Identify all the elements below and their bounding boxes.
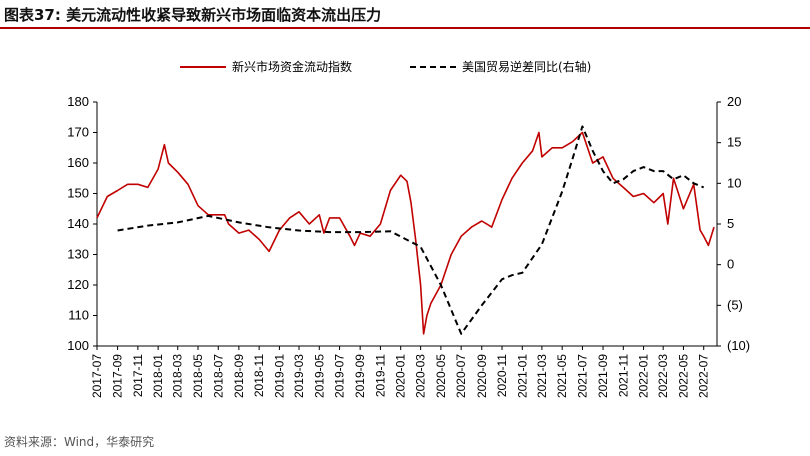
x-tick-label: 2018-09 (232, 354, 246, 398)
source-note: 资料来源：Wind，华泰研究 (4, 435, 155, 449)
y-right-tick-label: 10 (727, 175, 741, 190)
title-rule (0, 27, 810, 29)
x-tick-label: 2018-11 (252, 354, 266, 397)
x-tick-label: 2017-11 (131, 354, 145, 397)
x-tick-label: 2018-07 (211, 354, 225, 398)
x-tick-label: 2020-01 (394, 354, 408, 398)
x-tick-label: 2019-01 (272, 354, 286, 398)
x-tick-label: 2018-05 (191, 354, 205, 398)
y-left-tick-label: 130 (67, 247, 89, 262)
chart-series-layer (96, 125, 715, 335)
x-tick-label: 2021-01 (515, 354, 529, 398)
y-right-tick-label: 0 (727, 257, 734, 272)
y-right-tick-label: (5) (727, 297, 743, 312)
x-tick-label: 2020-09 (475, 354, 489, 398)
y-left-tick-label: 150 (67, 186, 89, 201)
x-tick-label: 2019-09 (353, 354, 367, 398)
chart-legend: 新兴市场资金流动指数 美国贸易逆差同比(右轴) (180, 59, 591, 74)
x-tick-label: 2019-03 (292, 354, 306, 398)
x-tick-label: 2019-05 (312, 354, 326, 398)
series-line-us-trade-deficit (117, 125, 705, 335)
x-tick-label: 2022-01 (637, 354, 651, 398)
x-tick-label: 2020-03 (414, 354, 428, 398)
x-tick-label: 2022-05 (676, 354, 690, 398)
legend-item-us-trade-deficit-label: 美国贸易逆差同比(右轴) (462, 59, 591, 74)
x-tick-label: 2022-07 (697, 354, 711, 398)
x-tick-label: 2020-05 (434, 354, 448, 398)
x-tick-label: 2018-03 (171, 354, 185, 398)
x-tick-label: 2020-07 (454, 354, 468, 398)
x-tick-label: 2019-07 (333, 354, 347, 398)
x-tick-label: 2017-09 (111, 354, 125, 398)
figure-title: 图表37: 美元流动性收紧导致新兴市场面临资本流出压力 (4, 6, 382, 24)
y-left-tick-label: 120 (67, 277, 89, 292)
y-left-tick-label: 180 (67, 94, 89, 109)
x-tick-label: 2018-01 (151, 354, 165, 398)
y-right-tick-label: 5 (727, 216, 734, 231)
chart-axes: 100 110 120 130 140 150 160 170 180 (10) (5) 0 5 10 15… (67, 94, 750, 398)
x-tick-label: 2021-11 (616, 354, 630, 397)
y-left-tick-label: 140 (67, 216, 89, 231)
y-left-tick-label: 110 (68, 308, 89, 323)
y-right-tick-label: 20 (727, 94, 741, 109)
y-left-tick-label: 170 (67, 125, 89, 140)
x-tick-label: 2019-11 (373, 354, 387, 397)
x-tick-label: 2021-05 (555, 354, 569, 398)
y-left-tick-label: 160 (67, 155, 89, 170)
series-line-em-capital-flow (96, 131, 715, 335)
y-right-tick-label: 15 (727, 135, 741, 150)
x-tick-label: 2021-03 (535, 354, 549, 398)
legend-item-em-capital-flow-label: 新兴市场资金流动指数 (232, 59, 352, 74)
x-tick-label: 2021-07 (575, 354, 589, 398)
x-tick-label: 2022-03 (656, 354, 670, 398)
y-right-tick-label: (10) (727, 338, 750, 353)
x-tick-label: 2017-07 (90, 354, 104, 398)
y-left-tick-label: 100 (67, 338, 89, 353)
x-tick-label: 2021-09 (596, 354, 610, 398)
x-tick-label: 2020-11 (495, 354, 509, 397)
